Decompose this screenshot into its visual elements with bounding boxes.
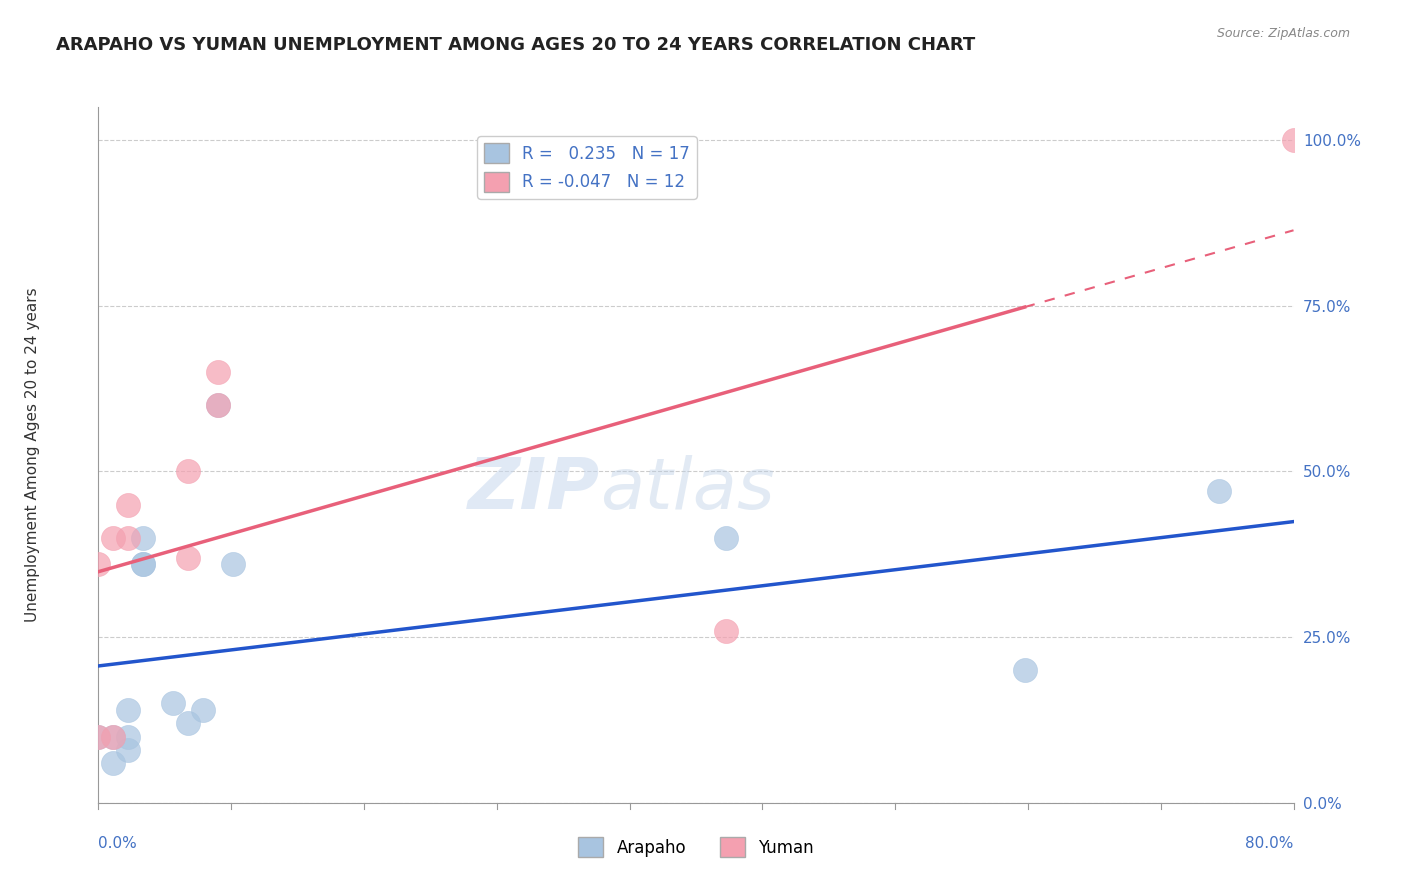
Point	[191, 703, 214, 717]
Point	[177, 465, 200, 479]
Point	[103, 756, 125, 770]
Point	[132, 558, 155, 572]
Point	[1014, 663, 1036, 677]
Point	[117, 498, 139, 512]
Point	[222, 558, 245, 572]
Point	[207, 365, 229, 379]
Text: ARAPAHO VS YUMAN UNEMPLOYMENT AMONG AGES 20 TO 24 YEARS CORRELATION CHART: ARAPAHO VS YUMAN UNEMPLOYMENT AMONG AGES…	[56, 36, 976, 54]
Point	[207, 398, 229, 412]
Point	[162, 697, 184, 711]
Point	[87, 730, 110, 744]
Point	[87, 730, 110, 744]
Point	[132, 558, 155, 572]
Point	[117, 703, 139, 717]
Point	[714, 624, 737, 638]
Text: 80.0%: 80.0%	[1246, 836, 1294, 851]
Text: Source: ZipAtlas.com: Source: ZipAtlas.com	[1216, 27, 1350, 40]
Text: atlas: atlas	[600, 455, 775, 524]
Text: ZIP: ZIP	[468, 455, 600, 524]
Point	[103, 730, 125, 744]
Point	[207, 398, 229, 412]
Point	[103, 730, 125, 744]
Point	[1208, 484, 1230, 499]
Point	[103, 531, 125, 545]
Point	[117, 730, 139, 744]
Point	[117, 531, 139, 545]
Point	[117, 743, 139, 757]
Point	[177, 550, 200, 565]
Legend: Arapaho, Yuman: Arapaho, Yuman	[572, 830, 820, 864]
Point	[177, 716, 200, 731]
Point	[714, 531, 737, 545]
Text: 0.0%: 0.0%	[98, 836, 138, 851]
Text: Unemployment Among Ages 20 to 24 years: Unemployment Among Ages 20 to 24 years	[25, 287, 41, 623]
Point	[87, 558, 110, 572]
Point	[1282, 133, 1305, 147]
Point	[132, 531, 155, 545]
